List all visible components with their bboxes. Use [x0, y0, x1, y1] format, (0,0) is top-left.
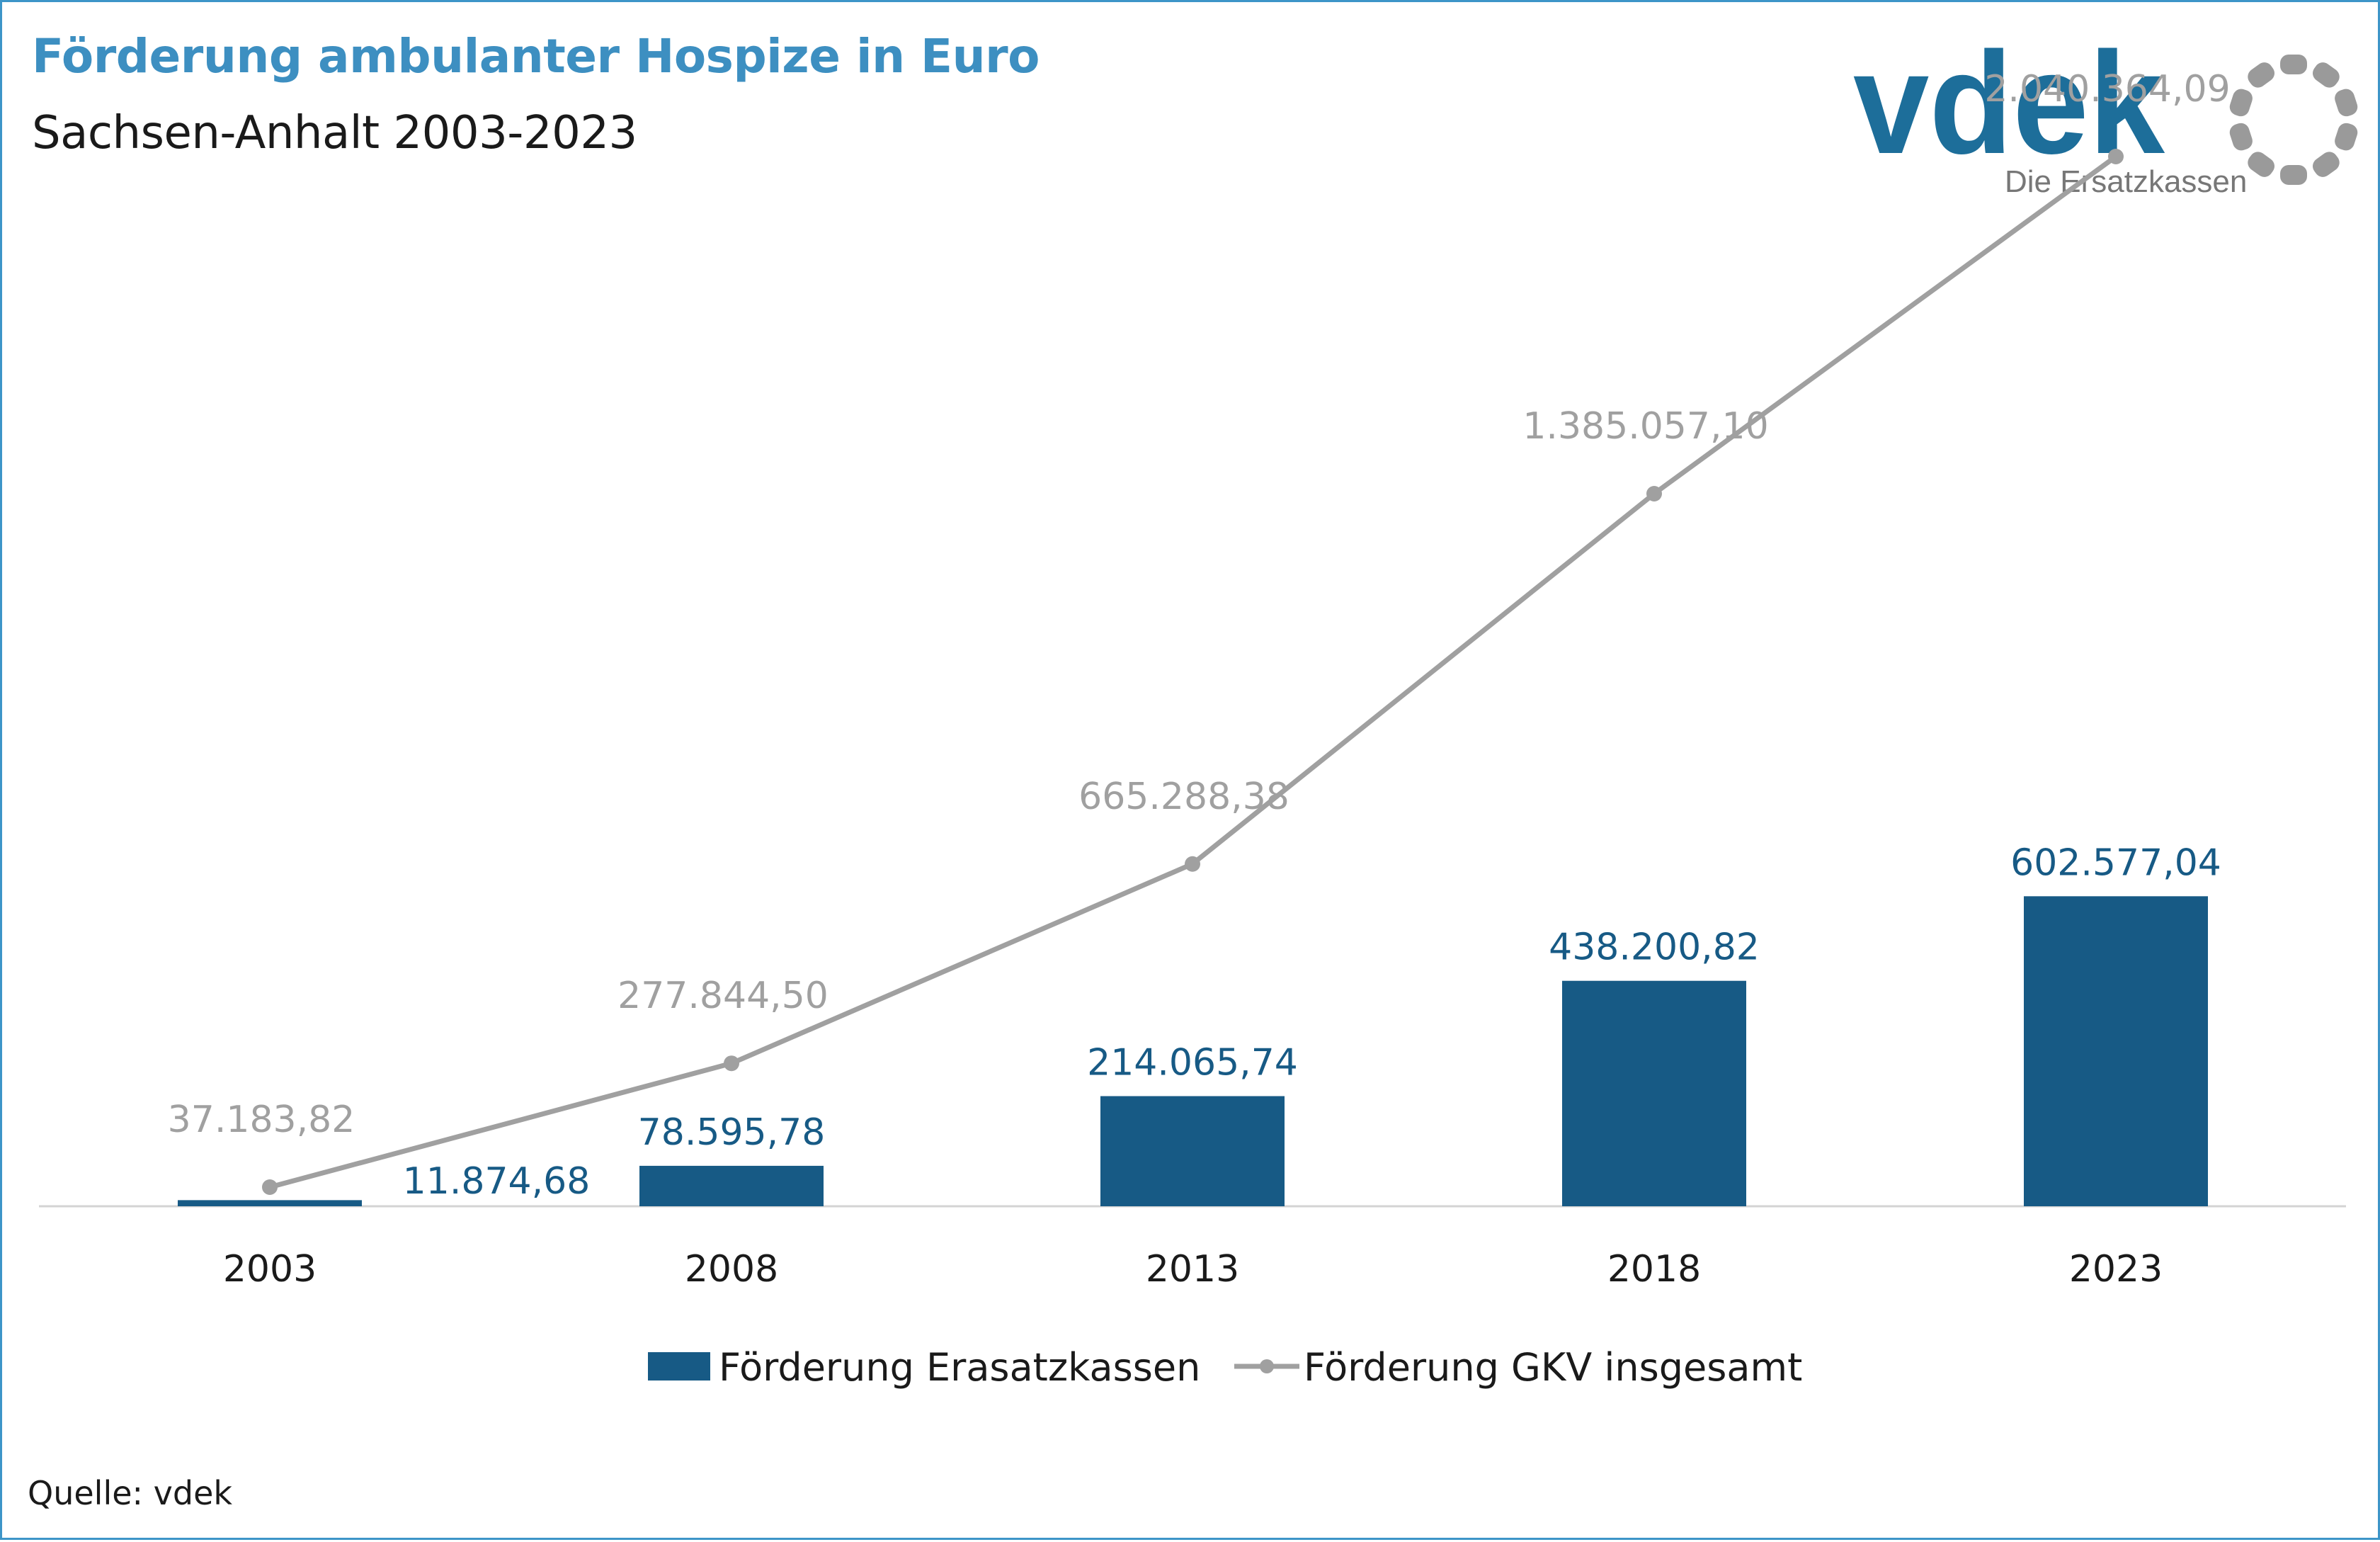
legend-bar-swatch [648, 1352, 710, 1381]
line-label-2013: 665.288,38 [1078, 776, 1289, 818]
x-tick-labels: 2003 2008 2013 2018 2023 [223, 1248, 2163, 1291]
line-point-2008 [724, 1055, 739, 1072]
line-label-2003: 37.183,82 [168, 1099, 355, 1141]
line-series [269, 154, 2118, 1190]
line-point-2018 [1646, 485, 1662, 501]
chart-subtitle: Sachsen-Anhalt 2003-2023 [32, 107, 637, 159]
bar-2003 [178, 1200, 362, 1206]
logo-segment [2280, 165, 2307, 185]
line-value-labels: 37.183,82 277.844,50 665.288,38 1.385.057,1… [168, 68, 2231, 1141]
bar-2008 [639, 1165, 824, 1206]
line-label-2008: 277.844,50 [617, 975, 829, 1017]
bar-2013 [1100, 1096, 1285, 1206]
x-tick-2018: 2018 [1607, 1248, 1701, 1291]
chart-title: Förderung ambulanter Hospize in Euro [32, 29, 1040, 84]
line-label-2018: 1.385.057,10 [1522, 405, 1768, 448]
logo-segment [2229, 89, 2253, 117]
line-label-2023: 2.040.364,09 [1984, 68, 2230, 110]
logo-segment [2313, 152, 2340, 177]
logo-segment [2229, 123, 2253, 151]
logo-segment [2248, 62, 2274, 88]
bar-series [178, 896, 2208, 1206]
bar-label-2013: 214.065,74 [1087, 1042, 1298, 1084]
logo-segment [2248, 152, 2274, 177]
bar-2023 [2024, 896, 2208, 1206]
bar-label-2023: 602.577,04 [2010, 841, 2221, 884]
logo-circle-icon [2229, 55, 2358, 185]
x-tick-2008: 2008 [685, 1248, 778, 1291]
bar-label-2003: 11.874,68 [403, 1160, 591, 1203]
logo-segment [2335, 89, 2358, 117]
legend-bar-label: Förderung Erasatzkassen [719, 1345, 1200, 1390]
x-tick-2023: 2023 [2069, 1248, 2163, 1291]
x-tick-2013: 2013 [1146, 1248, 1239, 1291]
line-point-2023 [2108, 149, 2124, 164]
bar-label-2008: 78.595,78 [638, 1111, 826, 1154]
logo-segment [2313, 62, 2340, 88]
line-point-2003 [262, 1179, 278, 1195]
legend-line-label: Förderung GKV insgesamt [1304, 1345, 1802, 1390]
logo-segment [2280, 55, 2307, 74]
x-tick-2003: 2003 [223, 1248, 317, 1291]
bar-label-2018: 438.200,82 [1549, 926, 1760, 969]
logo-segment [2335, 123, 2358, 151]
source-note: Quelle: vdek [28, 1474, 233, 1512]
legend: Förderung Erasatzkassen Förderung GKV in… [648, 1345, 1802, 1390]
bar-2018 [1562, 980, 1746, 1206]
logo-tagline: Die Ersatzkassen [2005, 164, 2247, 199]
bar-value-labels: 11.874,68 78.595,78 214.065,74 438.200,82 60… [403, 841, 2221, 1203]
line-points [262, 149, 2124, 1195]
legend-line-marker [1260, 1359, 1274, 1373]
line-point-2013 [1185, 856, 1200, 872]
